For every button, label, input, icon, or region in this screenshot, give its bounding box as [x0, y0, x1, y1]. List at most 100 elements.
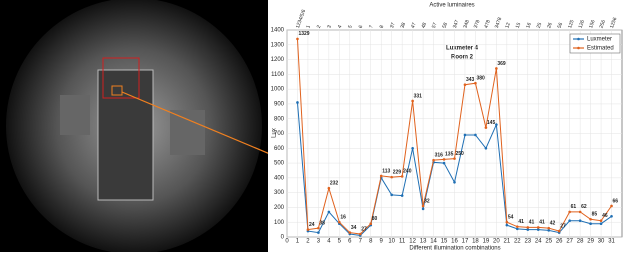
point-label: 316 — [435, 152, 444, 158]
point-label: 27 — [560, 223, 566, 229]
data-point — [547, 227, 550, 230]
x-tick-label: 19 — [483, 239, 490, 245]
data-point — [568, 219, 571, 222]
furniture — [170, 110, 205, 155]
x-tick-label: 12 — [409, 239, 416, 245]
data-point — [474, 82, 477, 85]
data-point — [506, 224, 509, 227]
y-tick-label: 900 — [274, 102, 285, 108]
data-point — [432, 159, 435, 162]
data-point — [369, 222, 372, 225]
point-label: 135 — [445, 152, 454, 158]
data-point — [296, 38, 299, 41]
data-point — [558, 230, 561, 233]
data-point — [317, 227, 320, 230]
x-axis-title: Different illumination combinations — [409, 246, 500, 252]
x-tick-label: 15 — [441, 239, 448, 245]
point-label: 27 — [361, 226, 367, 232]
data-point — [516, 228, 519, 231]
data-point — [453, 157, 456, 160]
x-tick-label: 25 — [545, 239, 552, 245]
data-point — [516, 225, 519, 228]
x-tick-label: 20 — [493, 239, 500, 245]
data-point — [485, 147, 488, 150]
point-label: 232 — [330, 181, 339, 187]
point-label: 42 — [550, 220, 556, 226]
legend-label: Estimated — [587, 46, 614, 52]
data-point — [380, 175, 383, 178]
x-tick-label: 30 — [598, 239, 605, 245]
data-point — [328, 187, 331, 190]
data-point — [537, 226, 540, 229]
point-label: 85 — [592, 212, 598, 218]
y-tick-label: 1100 — [271, 72, 285, 78]
page: {"chart_data": {"type": "line", "top_axi… — [0, 0, 633, 252]
data-point — [568, 211, 571, 214]
point-label: 343 — [466, 77, 475, 83]
legend-marker — [577, 38, 580, 41]
x-tick-label: 31 — [608, 239, 615, 245]
point-label: 46 — [602, 213, 608, 219]
x-tick-label: 26 — [556, 239, 563, 245]
point-label: 16 — [340, 215, 346, 221]
y-tick-label: 1200 — [271, 57, 285, 63]
y-tick-label: 600 — [274, 146, 285, 152]
data-point — [589, 218, 592, 221]
point-label: 113 — [382, 168, 390, 174]
data-point — [610, 215, 613, 218]
point-label: 34 — [351, 225, 357, 231]
data-point — [453, 181, 456, 184]
data-point — [422, 208, 425, 211]
data-point — [464, 83, 467, 86]
data-point — [600, 219, 603, 222]
data-point — [506, 221, 509, 224]
legend-label: Luxmeter — [587, 37, 612, 43]
data-point — [443, 158, 446, 161]
y-tick-label: 800 — [274, 116, 285, 122]
point-label: 369 — [497, 61, 506, 67]
data-point — [589, 222, 592, 225]
x-tick-label: 21 — [504, 239, 511, 245]
data-point — [474, 134, 477, 137]
point-label: 66 — [613, 198, 619, 204]
point-label: 80 — [372, 216, 378, 222]
data-point — [390, 194, 393, 197]
x-tick-label: 28 — [577, 239, 584, 245]
x-tick-label: 27 — [566, 239, 573, 245]
data-point — [359, 233, 362, 236]
data-point — [443, 162, 446, 165]
point-label: 62 — [581, 204, 587, 210]
data-point — [610, 205, 613, 208]
point-label: 250 — [456, 151, 465, 157]
point-label: 1329 — [298, 31, 309, 37]
x-tick-label: 24 — [535, 239, 542, 245]
x-tick-label: 16 — [451, 239, 458, 245]
point-label: 380 — [476, 76, 485, 82]
figure: Active luminaires Different illumination… — [0, 0, 633, 252]
x-tick-label: 11 — [399, 239, 406, 245]
y-tick-label: 1400 — [271, 28, 285, 34]
x-tick-label: 17 — [462, 239, 469, 245]
data-point — [579, 219, 582, 222]
x-tick-label: 22 — [514, 239, 521, 245]
table — [98, 70, 153, 200]
point-label: 24 — [309, 222, 315, 228]
data-point — [526, 226, 529, 229]
data-point — [485, 126, 488, 129]
data-point — [411, 147, 414, 150]
data-point — [495, 123, 498, 126]
y-tick-label: 100 — [274, 220, 285, 226]
data-point — [401, 175, 404, 178]
data-point — [296, 101, 299, 104]
x-tick-label: 23 — [524, 239, 531, 245]
y-tick-label: 300 — [274, 190, 285, 196]
furniture — [60, 95, 90, 135]
data-point — [328, 211, 331, 214]
data-point — [537, 228, 540, 231]
point-label: 41 — [529, 220, 535, 226]
data-point — [338, 221, 341, 224]
data-point — [422, 205, 425, 208]
y-tick-label: 200 — [274, 205, 285, 211]
data-point — [495, 67, 498, 70]
point-label: 331 — [414, 93, 423, 99]
